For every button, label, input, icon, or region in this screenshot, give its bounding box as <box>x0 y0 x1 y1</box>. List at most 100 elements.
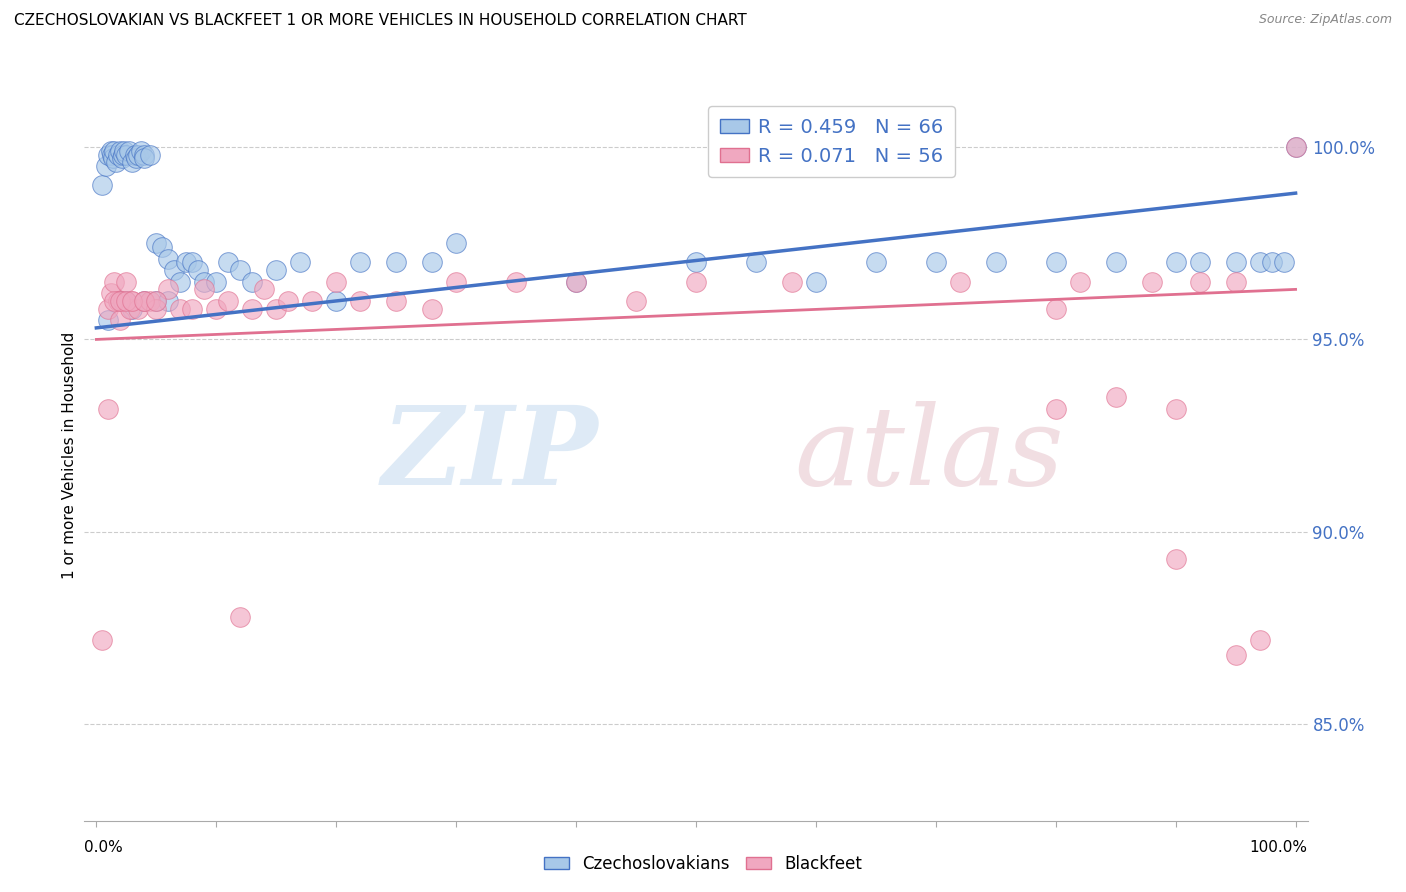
Point <box>325 293 347 308</box>
Point <box>205 275 228 289</box>
Point <box>1188 275 1211 289</box>
Point <box>134 147 156 161</box>
Point <box>925 255 948 269</box>
Point <box>100 144 122 158</box>
Point <box>110 293 132 308</box>
Point <box>145 293 167 308</box>
Point <box>127 301 149 316</box>
Point <box>157 293 180 308</box>
Point <box>1045 255 1067 269</box>
Point <box>145 236 167 251</box>
Point <box>157 282 180 296</box>
Point <box>1105 390 1128 404</box>
Point <box>101 152 124 166</box>
Point <box>104 155 127 169</box>
Point <box>865 255 887 269</box>
Point <box>444 275 467 289</box>
Point <box>385 255 408 269</box>
Point <box>124 147 146 161</box>
Point <box>1069 275 1091 289</box>
Point <box>134 293 156 308</box>
Point <box>118 144 141 158</box>
Point <box>264 263 287 277</box>
Legend: Czechoslovakians, Blackfeet: Czechoslovakians, Blackfeet <box>537 848 869 880</box>
Text: atlas: atlas <box>794 401 1063 508</box>
Text: ZIP: ZIP <box>381 401 598 508</box>
Point <box>420 301 443 316</box>
Point <box>240 275 263 289</box>
Point <box>565 275 588 289</box>
Point <box>1260 255 1282 269</box>
Point <box>139 147 162 161</box>
Point <box>1164 255 1187 269</box>
Point <box>91 178 114 193</box>
Point <box>301 293 323 308</box>
Text: 0.0%: 0.0% <box>84 840 124 855</box>
Point <box>115 147 138 161</box>
Point <box>1225 275 1247 289</box>
Point <box>94 159 117 173</box>
Point <box>1188 255 1211 269</box>
Point <box>1249 255 1271 269</box>
Point <box>145 301 167 316</box>
Point <box>984 255 1007 269</box>
Point <box>349 255 371 269</box>
Point <box>121 293 143 308</box>
Point <box>97 313 120 327</box>
Point <box>1284 140 1306 154</box>
Point <box>1249 632 1271 647</box>
Point <box>134 293 156 308</box>
Point <box>150 240 173 254</box>
Point <box>505 275 527 289</box>
Point <box>121 293 143 308</box>
Point <box>253 282 276 296</box>
Point <box>217 255 239 269</box>
Point <box>112 144 135 158</box>
Y-axis label: 1 or more Vehicles in Household: 1 or more Vehicles in Household <box>62 331 77 579</box>
Point <box>97 301 120 316</box>
Text: Source: ZipAtlas.com: Source: ZipAtlas.com <box>1258 13 1392 27</box>
Point <box>420 255 443 269</box>
Point <box>1284 140 1306 154</box>
Point <box>174 255 197 269</box>
Point <box>110 144 132 158</box>
Point <box>103 275 125 289</box>
Point <box>157 252 180 266</box>
Point <box>91 632 114 647</box>
Point <box>118 301 141 316</box>
Point <box>1164 401 1187 416</box>
Point <box>685 255 707 269</box>
Point <box>349 293 371 308</box>
Point <box>163 263 186 277</box>
Point <box>1105 255 1128 269</box>
Point <box>107 147 129 161</box>
Point <box>229 263 252 277</box>
Point <box>169 275 191 289</box>
Point <box>205 301 228 316</box>
Point <box>110 293 132 308</box>
Text: CZECHOSLOVAKIAN VS BLACKFEET 1 OR MORE VEHICLES IN HOUSEHOLD CORRELATION CHART: CZECHOSLOVAKIAN VS BLACKFEET 1 OR MORE V… <box>14 13 747 29</box>
Point <box>217 293 239 308</box>
Legend: R = 0.459   N = 66, R = 0.071   N = 56: R = 0.459 N = 66, R = 0.071 N = 56 <box>707 106 955 178</box>
Point <box>100 286 122 301</box>
Point <box>1164 552 1187 566</box>
Point <box>444 236 467 251</box>
Point <box>139 293 162 308</box>
Point <box>97 147 120 161</box>
Point <box>1225 648 1247 662</box>
Point <box>121 301 143 316</box>
Point <box>187 263 209 277</box>
Point <box>565 275 588 289</box>
Point <box>103 144 125 158</box>
Point <box>277 293 299 308</box>
Point <box>134 293 156 308</box>
Point <box>1225 255 1247 269</box>
Point <box>240 301 263 316</box>
Point <box>127 147 149 161</box>
Point <box>1045 401 1067 416</box>
Point <box>121 155 143 169</box>
Point <box>325 275 347 289</box>
Point <box>110 313 132 327</box>
Point <box>1140 275 1163 289</box>
Point <box>264 301 287 316</box>
